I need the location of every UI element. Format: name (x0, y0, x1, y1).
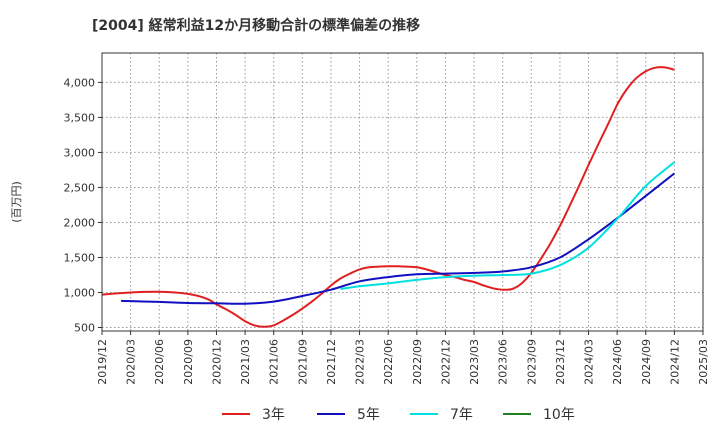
x-tick-label: 2024/03 (583, 339, 596, 385)
x-tick-label: 2023/09 (525, 339, 538, 385)
y-tick-label: 2,500 (64, 181, 96, 194)
series-line-1 (121, 172, 676, 305)
legend-label-0: 3年 (262, 407, 285, 423)
legend-label-3: 10年 (543, 407, 575, 423)
series-line-0 (101, 66, 675, 328)
axes-layer: 500 1,000 1,500 2,000 2,500 3,000 3,500 4,000 20… (64, 52, 710, 385)
y-tick-label: 3,000 (64, 146, 96, 159)
x-tick-label: 2023/06 (497, 339, 510, 385)
series-line-2 (340, 161, 676, 290)
plot-background (102, 53, 703, 331)
x-tick-label: 2019/12 (96, 339, 109, 385)
x-tick-label: 2024/09 (640, 339, 653, 385)
x-tick-label: 2020/12 (210, 339, 223, 385)
y-tick-label: 2,000 (64, 216, 96, 229)
x-tick-label: 2024/12 (668, 339, 681, 385)
x-tick-label: 2020/09 (182, 339, 195, 385)
y-tick-label: 500 (74, 321, 95, 334)
x-tick-label: 2023/12 (554, 339, 567, 385)
x-tick-label: 2021/09 (296, 339, 309, 385)
plot-area (102, 53, 703, 331)
x-tick-label: 2024/06 (611, 339, 624, 385)
series-layer (101, 66, 676, 328)
x-tick-label: 2021/03 (239, 339, 252, 385)
x-tick-label: 2025/03 (697, 339, 710, 385)
legend-label-1: 5年 (357, 407, 380, 423)
legend-label-2: 7年 (450, 407, 473, 423)
x-tick-label: 2022/03 (354, 339, 367, 385)
y-tick-label: 4,000 (64, 76, 96, 89)
x-tick-label: 2021/06 (268, 339, 281, 385)
x-tick-label: 2020/03 (125, 339, 138, 385)
legend: 3年 5年 7年 10年 (222, 407, 575, 423)
x-tick-label: 2020/06 (153, 339, 166, 385)
x-tick-label: 2022/06 (382, 339, 395, 385)
x-tick-label: 2022/09 (411, 339, 424, 385)
x-tick-label: 2021/12 (325, 339, 338, 385)
grid-layer (101, 53, 704, 331)
y-tick-label: 3,500 (64, 111, 96, 124)
y-axis-label: (百万円) (10, 181, 23, 223)
y-tick-label: 1,000 (64, 286, 96, 299)
chart-title: [2004] 経常利益12か月移動合計の標準偏差の推移 (92, 17, 420, 34)
y-tick-label: 1,500 (64, 251, 96, 264)
plot-border (101, 52, 704, 332)
x-tick-label: 2022/12 (439, 339, 452, 385)
x-tick-label: 2023/03 (468, 339, 481, 385)
